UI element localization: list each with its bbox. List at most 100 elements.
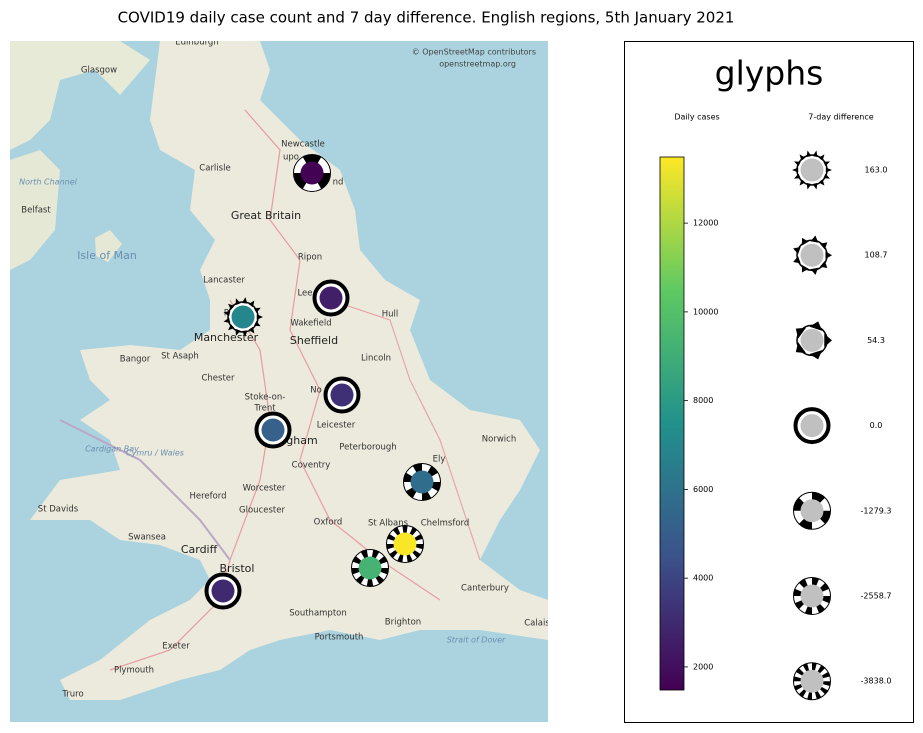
place-label: Cardigan Bay xyxy=(85,445,139,454)
glyph-spike xyxy=(241,330,248,337)
glyph-spike xyxy=(806,182,812,190)
case-dot xyxy=(358,556,382,580)
glyph-spike xyxy=(799,154,806,161)
glyph-legend-label: 108.7 xyxy=(865,251,888,260)
glyph-center xyxy=(800,669,824,693)
glyph-center xyxy=(800,499,824,523)
place-label: St Albans xyxy=(368,519,409,529)
border xyxy=(59,419,231,561)
legend: 2000 4000 6000 8000 10000 12000 163.0 108.7 54.3… xyxy=(684,150,892,701)
glyph-spike xyxy=(825,251,832,260)
glyph-spike xyxy=(793,256,801,264)
place-label: Trent xyxy=(253,404,276,414)
place-label: St Davids xyxy=(38,505,79,515)
colorbar-tick-label: 12000 xyxy=(693,219,718,228)
colorbar-tick-label: 2000 xyxy=(693,662,713,671)
glyph-spike xyxy=(235,328,241,336)
case-dot xyxy=(300,161,324,185)
place-label: Stoke-on- xyxy=(245,393,286,403)
glyph xyxy=(793,407,831,445)
place-label: Southampton xyxy=(289,609,347,619)
place-label: Cardiff xyxy=(181,543,218,556)
place-label: Chelmsford xyxy=(421,519,470,529)
place-label: Brighton xyxy=(385,618,421,628)
place-label: Plymouth xyxy=(114,666,154,676)
colorbar-tick-label: 8000 xyxy=(693,396,713,405)
glyph-spike xyxy=(810,235,819,243)
place-label: Bristol xyxy=(220,562,255,575)
glyph xyxy=(351,549,389,587)
attribution: © OpenStreetMap contributors xyxy=(412,48,536,57)
place-label: Leicester xyxy=(317,421,356,431)
glyph-spike xyxy=(248,300,255,308)
place-label: Worcester xyxy=(243,484,286,494)
attribution: openstreetmap.org xyxy=(439,60,516,69)
glyph-spike xyxy=(812,182,818,190)
land-ireland xyxy=(10,150,60,270)
place-label: Oxford xyxy=(314,518,343,528)
glyph-center xyxy=(800,158,824,182)
glyph-center xyxy=(800,584,824,608)
glyph-spike xyxy=(241,297,248,304)
case-dot xyxy=(410,470,434,494)
road xyxy=(244,109,441,601)
place-label: Exeter xyxy=(162,642,190,652)
glyph-spike xyxy=(248,326,255,334)
place-label: upo xyxy=(283,153,299,163)
glyph xyxy=(793,662,831,701)
place-label: Cymru / Wales xyxy=(126,449,184,458)
glyph-spike xyxy=(228,303,235,310)
place-label: Belfast xyxy=(21,206,51,216)
glyph-spike xyxy=(819,242,828,250)
glyph-spike xyxy=(793,161,801,167)
glyph-spike xyxy=(812,150,818,158)
glyph-spike xyxy=(810,267,819,275)
place-label: gham xyxy=(286,434,317,447)
case-dot xyxy=(211,579,235,603)
glyph-spike xyxy=(792,167,799,173)
glyph-spike xyxy=(799,179,806,186)
glyph-spike xyxy=(809,349,823,360)
glyph-spike xyxy=(806,150,812,158)
glyph-spike xyxy=(795,342,807,354)
glyph xyxy=(204,572,242,610)
place-label: Canterbury xyxy=(461,584,509,594)
colorbar-tick-label: 10000 xyxy=(693,307,718,316)
glyph xyxy=(293,154,331,192)
glyph-spike xyxy=(825,167,832,173)
place-label: Ripon xyxy=(298,253,322,263)
glyph-center xyxy=(800,414,824,438)
glyph-spike xyxy=(228,324,235,331)
land-isle-of-man xyxy=(95,230,122,262)
place-label: Norwich xyxy=(482,435,516,445)
glyph-legend-label: 54.3 xyxy=(867,336,885,345)
place-label: Portsmouth xyxy=(315,633,364,643)
place-label: Hereford xyxy=(189,492,226,502)
glyph xyxy=(386,525,424,563)
place-label: Chester xyxy=(201,374,235,384)
glyph xyxy=(223,297,263,337)
colorbar-tick-label: 6000 xyxy=(693,485,713,494)
glyph-legend-label: 163.0 xyxy=(865,166,888,175)
glyph-spike xyxy=(823,161,831,167)
glyph-legend-label: -2558.7 xyxy=(861,592,892,601)
colorbar xyxy=(659,156,685,691)
case-dot xyxy=(330,383,354,407)
glyph xyxy=(793,491,831,530)
place-labels: Edinburgh Glasgow Newcastle upo nd Carlisle Be… xyxy=(19,38,548,700)
glyph-legend-label: -3838.0 xyxy=(861,677,892,686)
colorbar-tick-label: 4000 xyxy=(693,574,713,583)
glyph xyxy=(323,376,361,414)
legend-title: glyphs xyxy=(715,54,824,93)
place-label: Great Britain xyxy=(231,209,301,222)
region-glyphs xyxy=(204,154,441,610)
glyph-spike xyxy=(819,260,828,269)
glyph-center xyxy=(800,243,824,267)
place-label: Edinburgh xyxy=(175,38,218,48)
place-label: Carlisle xyxy=(199,164,230,174)
glyph xyxy=(254,411,292,449)
glyph xyxy=(795,321,832,360)
glyph xyxy=(312,279,350,317)
place-label: Hull xyxy=(382,310,399,320)
